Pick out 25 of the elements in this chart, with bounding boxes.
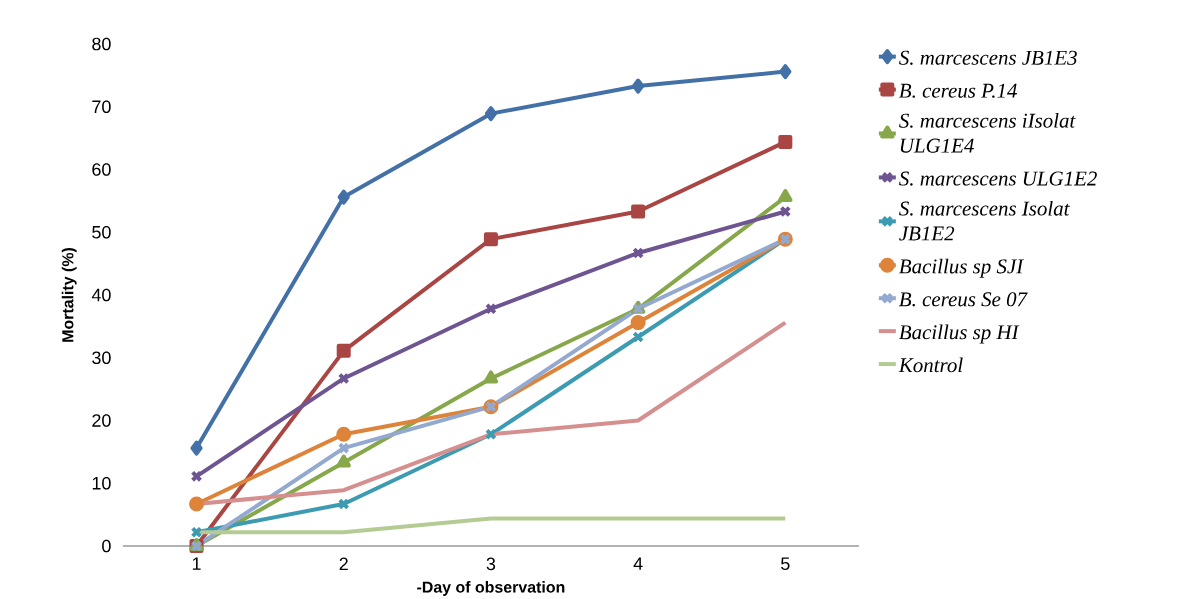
y-tick-label: 70 — [92, 100, 111, 113]
legend-label: Bacillus sp HI — [899, 324, 1020, 344]
legend-label: S. marcescens ULG1E2 — [899, 171, 1097, 186]
x-tick-label: 3 — [486, 557, 496, 571]
legend-label: S. marcescens Isolat JB1E2 — [899, 200, 1070, 241]
y-tick-label: 60 — [92, 163, 111, 176]
y-tick-label: 20 — [92, 414, 111, 427]
legend-label: Kontrol — [898, 357, 963, 373]
legend-label: Bacillus sp SJI — [899, 258, 1025, 278]
x-tick-label: 4 — [633, 557, 643, 570]
y-tick-label: 80 — [92, 37, 111, 51]
legend-label: S. marcescens JB1E3 — [899, 50, 1077, 65]
legend-label: S. marcescens iIsolat ULG1E4 — [899, 112, 1076, 153]
y-tick-label: 0 — [102, 539, 111, 553]
y-tick-label: 30 — [92, 351, 111, 364]
x-tick-label: 5 — [781, 557, 790, 570]
x-tick-label: 1 — [192, 557, 201, 570]
y-tick-label: 10 — [92, 476, 111, 490]
legend-label: B. cereus Se 07 — [899, 292, 1028, 307]
legend-label: B. cereus P.14 — [899, 83, 1017, 98]
y-axis-title: Mortality (%) — [61, 247, 77, 342]
x-tick-label: 2 — [339, 557, 348, 570]
x-axis-title: -Day of observation — [417, 580, 565, 596]
y-tick-label: 40 — [91, 288, 111, 302]
y-tick-label: 50 — [92, 225, 111, 239]
